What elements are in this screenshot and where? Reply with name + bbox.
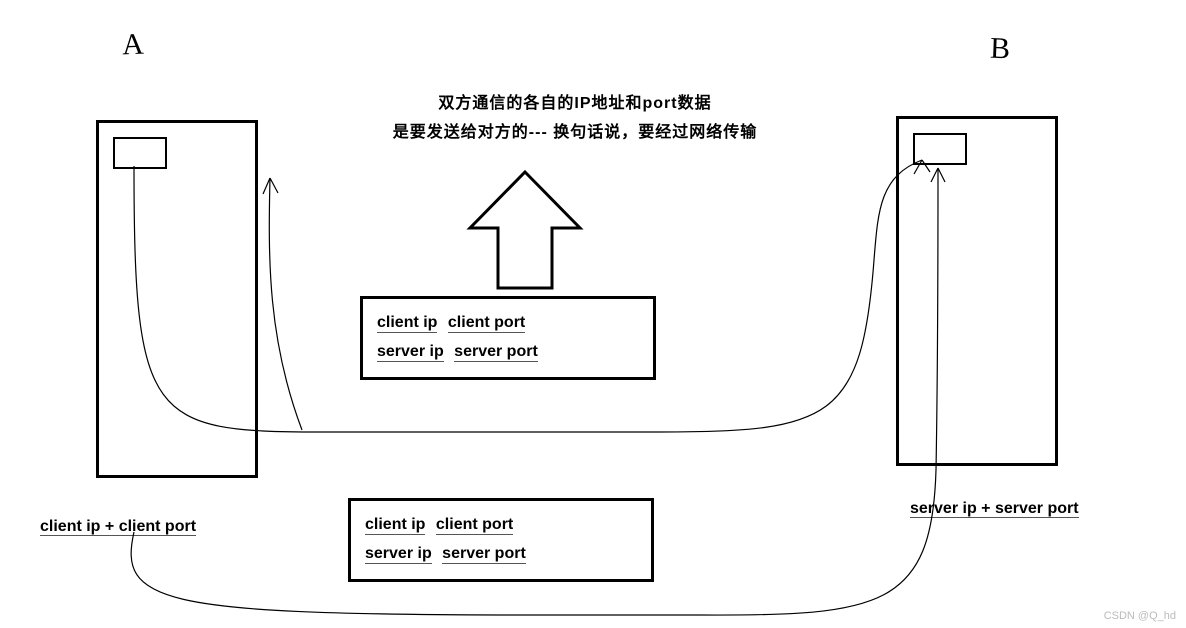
packet-client-port-2: client port [436,516,513,535]
packet-client-ip-2: client ip [365,516,425,535]
packet-server-ip-2: server ip [365,545,432,564]
watermark: CSDN @Q_hd [1104,610,1176,622]
packet-client-ip: client ip [377,314,437,333]
packet-server-ip: server ip [377,343,444,362]
label-a: A [121,28,144,63]
packet-server-port-2: server port [442,545,526,564]
description-text: 双方通信的各自的IP地址和port数据 是要发送给对方的--- 换句话说，要经过… [330,90,820,148]
server-caption: server ip + server port [910,500,1079,518]
packet-bottom-row1: client ip client port [365,511,637,540]
host-box-a [96,120,258,478]
description-line2: 是要发送给对方的--- 换句话说，要经过网络传输 [330,119,820,148]
host-a-inner-box [113,137,167,169]
packet-box-top: client ip client port server ip server p… [360,296,656,380]
packet-server-port: server port [454,343,538,362]
packet-top-row1: client ip client port [377,309,639,338]
client-caption: client ip + client port [40,518,196,536]
packet-top-row2: server ip server port [377,338,639,367]
host-b-inner-box [913,133,967,165]
packet-box-bottom: client ip client port server ip server p… [348,498,654,582]
host-box-b [896,116,1058,466]
packet-bottom-row2: server ip server port [365,540,637,569]
packet-client-port: client port [448,314,525,333]
description-line1: 双方通信的各自的IP地址和port数据 [330,90,820,119]
label-b: B [989,32,1010,67]
